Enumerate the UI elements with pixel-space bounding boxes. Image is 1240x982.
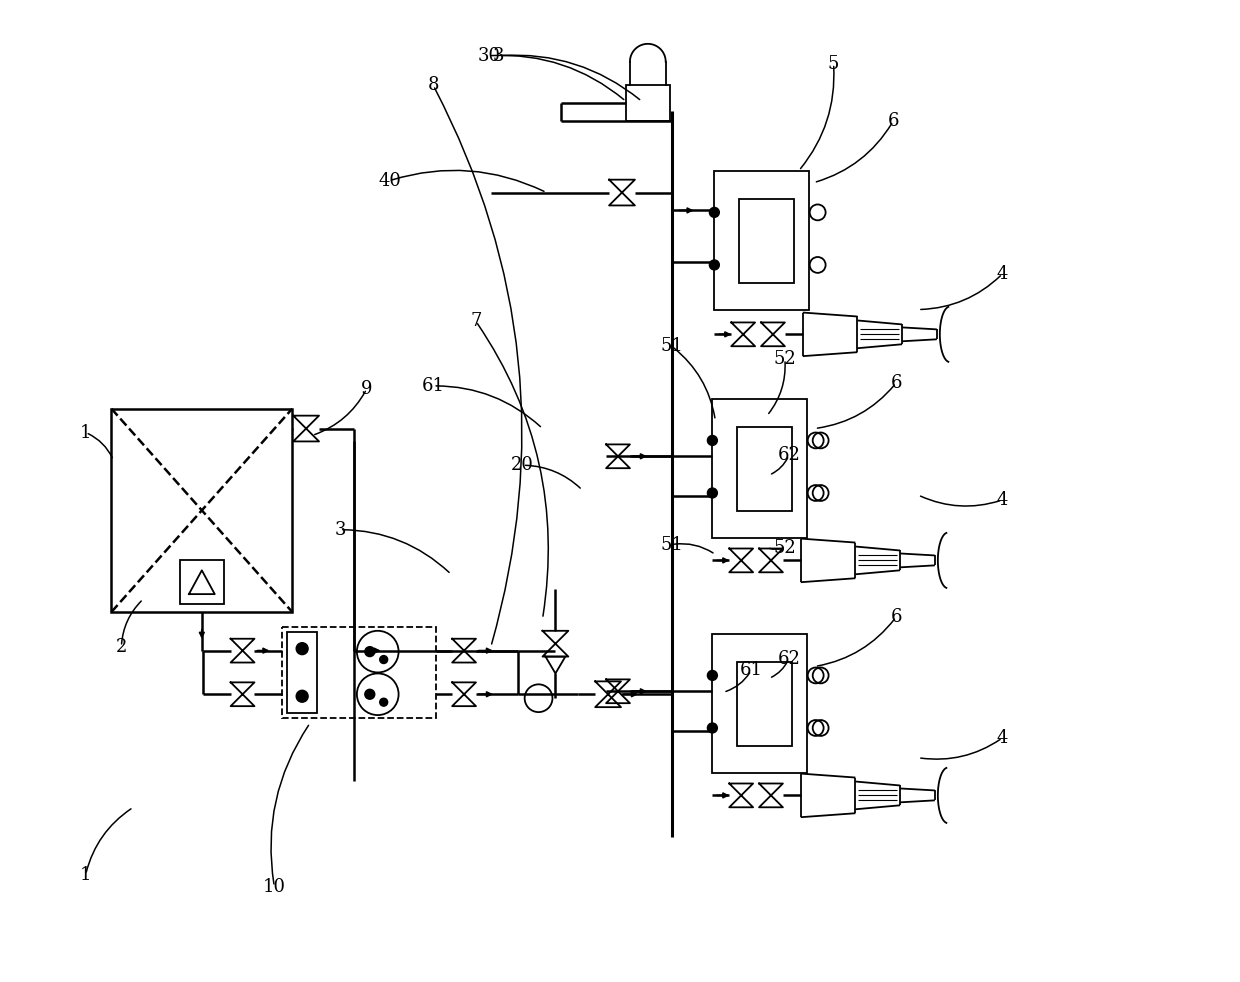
Bar [738, 426, 792, 511]
Bar [288, 631, 317, 713]
Circle shape [707, 723, 718, 733]
Text: 10: 10 [263, 878, 286, 896]
Text: 8: 8 [428, 77, 439, 94]
Text: 7: 7 [470, 312, 481, 331]
Bar [712, 399, 807, 537]
Text: 6: 6 [890, 374, 901, 392]
Text: 51: 51 [660, 337, 683, 355]
Bar [712, 633, 807, 773]
Text: 5: 5 [828, 55, 839, 73]
Bar [714, 171, 808, 309]
Text: 2: 2 [115, 637, 126, 656]
Bar [739, 198, 794, 283]
Circle shape [379, 698, 388, 706]
Circle shape [296, 690, 308, 702]
Text: 3: 3 [334, 520, 346, 539]
Bar [180, 561, 223, 604]
Text: 20: 20 [511, 457, 534, 474]
Text: 61: 61 [422, 377, 445, 395]
Bar [112, 409, 293, 612]
Bar [626, 85, 670, 121]
Text: 1: 1 [79, 866, 92, 884]
Text: 52: 52 [774, 538, 796, 557]
Circle shape [707, 435, 718, 446]
Text: 4: 4 [997, 491, 1008, 509]
Text: 61: 61 [739, 662, 763, 680]
Bar [738, 662, 792, 745]
Text: 62: 62 [777, 446, 800, 464]
Circle shape [709, 260, 719, 270]
Circle shape [365, 689, 374, 699]
Text: 3: 3 [494, 47, 505, 65]
Text: 30: 30 [477, 47, 501, 65]
Text: 4: 4 [997, 729, 1008, 747]
Circle shape [707, 671, 718, 681]
Circle shape [379, 656, 388, 664]
Circle shape [709, 207, 719, 217]
Text: 40: 40 [378, 172, 401, 190]
Text: 51: 51 [660, 535, 683, 554]
Circle shape [707, 488, 718, 498]
Text: 6: 6 [888, 112, 899, 131]
Circle shape [296, 642, 308, 655]
Text: 52: 52 [774, 351, 796, 368]
Text: 62: 62 [777, 649, 800, 668]
Text: 9: 9 [361, 380, 372, 398]
Circle shape [365, 647, 374, 657]
Bar [283, 627, 436, 718]
Text: 4: 4 [997, 265, 1008, 283]
Text: 1: 1 [79, 423, 92, 442]
Text: 6: 6 [890, 608, 901, 626]
